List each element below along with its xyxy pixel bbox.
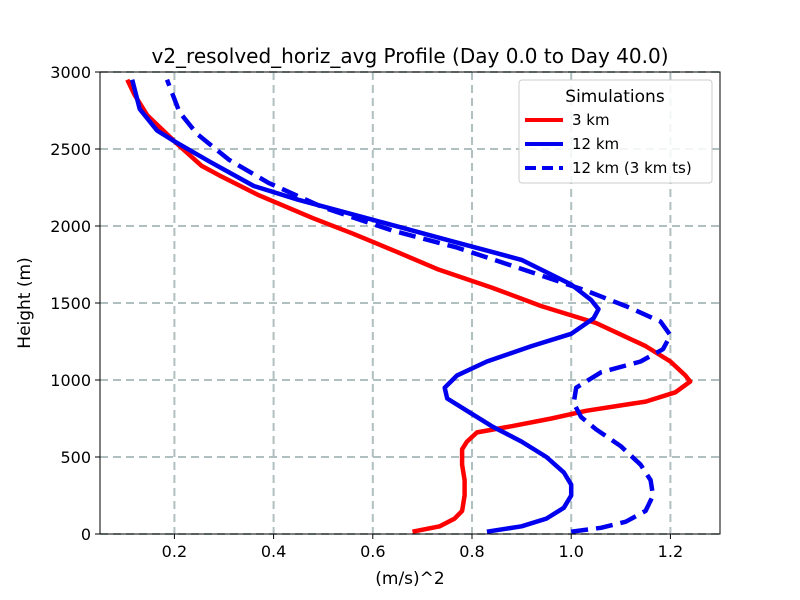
y-tick-label: 2000 (50, 217, 91, 236)
legend-box (518, 79, 713, 184)
chart-title: v2_resolved_horiz_avg Profile (Day 0.0 t… (151, 44, 668, 68)
legend-label-12km-3kmts: 12 km (3 km ts) (572, 159, 692, 177)
y-tick-label: 1000 (50, 371, 91, 390)
y-axis-label: Height (m) (15, 257, 35, 348)
x-tick-label: 0.4 (261, 542, 286, 561)
grid-layer (100, 71, 720, 535)
series-layer (125, 78, 693, 534)
series-line-1 (130, 79, 601, 534)
x-axis-label: (m/s)^2 (375, 569, 444, 589)
y-tick-label: 500 (60, 448, 91, 467)
y-tick-label: 1500 (50, 294, 91, 313)
y-tick-label: 0 (81, 525, 91, 544)
y-tick-label: 2500 (50, 140, 91, 159)
series-line-0 (125, 78, 693, 534)
x-tick-label: 1.0 (558, 542, 583, 561)
series-line-2 (164, 78, 673, 534)
legend-title: Simulations (565, 87, 665, 107)
x-tick-label: 0.2 (162, 542, 187, 561)
x-tick-label: 0.8 (459, 542, 484, 561)
x-tick-label: 0.6 (360, 542, 385, 561)
legend-label-12km: 12 km (572, 135, 619, 153)
y-tick-label: 3000 (50, 63, 91, 82)
legend-label-3km: 3 km (572, 111, 610, 129)
tick-layer: 0.2 0.4 0.6 0.8 1.0 1.2 0 500 1000 1500 2000 2500 30… (50, 63, 683, 561)
legend: Simulations 3 km 12 km 12 km (3 km ts) (518, 79, 713, 184)
x-tick-label: 1.2 (658, 542, 683, 561)
